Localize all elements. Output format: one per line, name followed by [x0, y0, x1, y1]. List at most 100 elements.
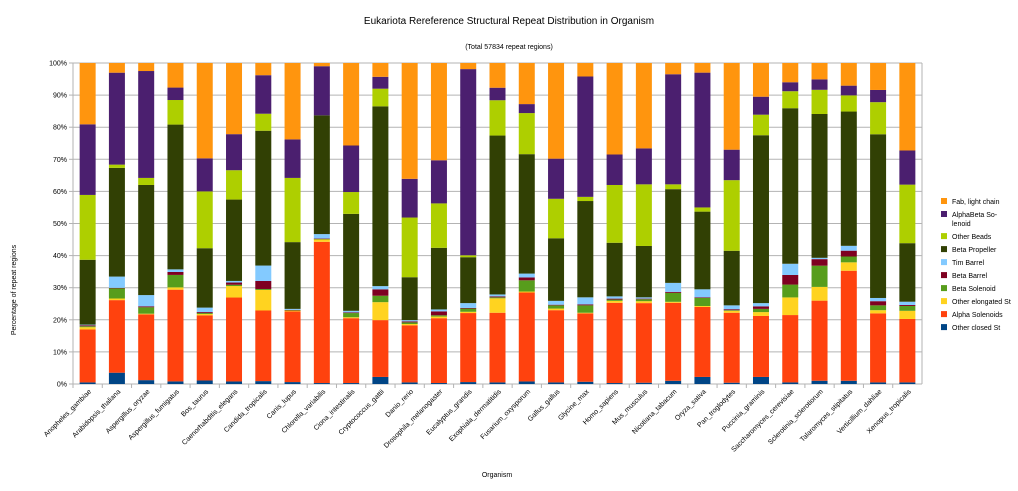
x-tick-label: Fusarium_oxysporum: [480, 388, 533, 441]
bar-segment: [752, 114, 769, 136]
bar-segment: [606, 154, 623, 185]
bar-segment: [460, 307, 477, 309]
bar-segment: [196, 380, 213, 384]
bar-segment: [460, 311, 477, 314]
bar-segment: [167, 274, 184, 288]
bar-segment: [723, 312, 740, 383]
bar-segment: [899, 184, 916, 244]
x-tick-label: Talaromyces_stipitatus: [799, 388, 854, 443]
bar-segment: [548, 238, 565, 301]
bar-segment: [811, 63, 828, 80]
bar-segment: [313, 63, 330, 67]
x-tick-label: Saccharomyces_cerevisiae: [730, 388, 795, 453]
bar-segment: [840, 85, 857, 96]
y-tick-label: 60%: [53, 189, 67, 196]
bar-segment: [255, 288, 272, 290]
bar-segment: [108, 164, 125, 168]
bar-segment: [343, 312, 360, 314]
bar-segment: [518, 273, 535, 278]
y-tick-label: 40%: [53, 253, 67, 260]
bar-segment: [401, 217, 418, 278]
bar-segment: [284, 309, 301, 311]
bar-segment: [343, 192, 360, 214]
legend: Fab, light chain AlphaBeta So-lenoid Other…: [941, 198, 1011, 332]
bar-segment: [840, 245, 857, 251]
y-tick-label: 100%: [49, 61, 67, 68]
bar-segment: [723, 309, 740, 311]
legend-label: Beta Solenoid: [952, 286, 996, 293]
bar-segment: [548, 310, 565, 383]
bar-segment: [694, 207, 711, 212]
bar-segment: [313, 234, 330, 239]
bar-segment: [811, 300, 828, 381]
bar-segment: [401, 321, 418, 323]
bar-segment: [577, 305, 594, 313]
bar-segment: [372, 63, 389, 77]
bar-segment: [665, 184, 682, 190]
bar-segment: [343, 318, 360, 384]
bar-segment: [167, 63, 184, 88]
bar-segment: [430, 247, 447, 310]
bar-segment: [430, 160, 447, 204]
bar-segment: [899, 304, 916, 306]
bar-segment: [460, 382, 477, 384]
bar-segment: [694, 305, 711, 307]
bar-segment: [79, 325, 96, 327]
bar-segment: [665, 291, 682, 293]
bar-segment: [343, 317, 360, 319]
bar-segment: [255, 280, 272, 289]
bar-segment: [811, 79, 828, 90]
bar-segment: [196, 312, 213, 314]
bar-segment: [460, 255, 477, 258]
bar-segment: [284, 382, 301, 384]
bar-segment: [723, 250, 740, 306]
bar-segment: [196, 314, 213, 316]
bar-segment: [313, 238, 330, 240]
legend-label: Other Beads: [952, 234, 992, 241]
bar-segment: [870, 102, 887, 135]
bar-segment: [665, 380, 682, 384]
bar-segment: [108, 298, 125, 301]
bar-segment: [752, 308, 769, 313]
bar-segment: [518, 277, 535, 281]
plot-area: 0% 10% 20% 30% 40% 50% 60% 70% 80% 90% 100% Anophel…: [43, 61, 923, 454]
bar-segment: [138, 307, 155, 314]
bar-segment: [343, 63, 360, 146]
bar-segment: [635, 303, 652, 383]
bar-segment: [606, 383, 623, 384]
bar-segment: [635, 148, 652, 185]
bar-segment: [723, 310, 740, 313]
bar-segment: [782, 284, 799, 298]
bar-segment: [108, 287, 125, 289]
bar-segment: [401, 178, 418, 218]
bar-segment: [752, 303, 769, 307]
y-axis-title: Percentage of repeat regions: [11, 244, 18, 335]
bar-segment: [840, 95, 857, 112]
x-tick-label: Aspergillus_fumigatus: [128, 388, 182, 442]
bar-segment: [870, 134, 887, 298]
bar-segment: [694, 63, 711, 73]
bar-segment: [870, 305, 887, 311]
bar-segment: [723, 382, 740, 384]
bar-segment: [752, 306, 769, 309]
bar-segment: [723, 63, 740, 150]
bar-segment: [460, 63, 477, 70]
y-tick-label: 0%: [57, 382, 67, 389]
bar-segment: [723, 180, 740, 251]
bar-segment: [548, 308, 565, 311]
bar-segment: [870, 310, 887, 314]
bar-segment: [196, 248, 213, 308]
bar-segment: [372, 88, 389, 107]
bar-segment: [108, 372, 125, 384]
bar-segment: [899, 150, 916, 185]
legend-swatch: [941, 311, 947, 318]
bar-segment: [79, 329, 96, 383]
bar-segment: [782, 108, 799, 264]
bar-segment: [840, 380, 857, 384]
chart-title: Eukariota Rereference Structural Repeat …: [364, 16, 654, 27]
bar-segment: [606, 242, 623, 297]
bar-segment: [401, 323, 418, 326]
legend-swatch: [941, 246, 947, 253]
bar-segment: [167, 124, 184, 270]
